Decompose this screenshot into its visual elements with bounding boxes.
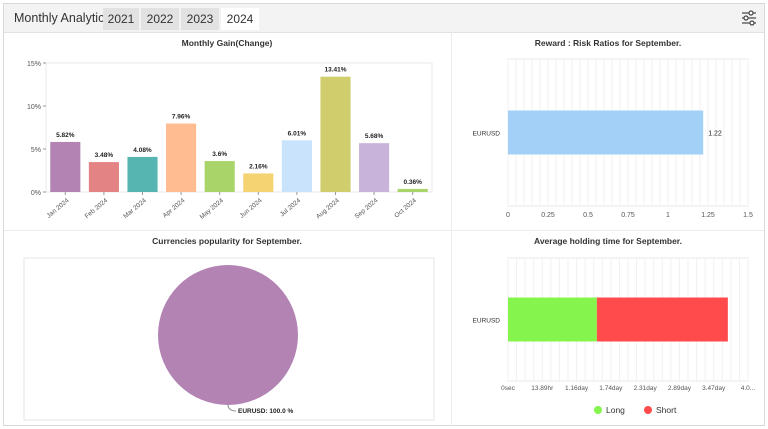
x-tick-label: Mar 2024	[122, 197, 148, 220]
x-tick-label: 2.89day	[668, 385, 692, 392]
holding-time-panel: Average holding time for September. 0sec…	[452, 231, 764, 425]
reward-risk-panel: Reward : Risk Ratios for September. 0 0.2…	[452, 33, 764, 229]
holding-time-chart: 0sec 13.89hr 1.16day 1.74day 2.31day 2.89day 3…	[473, 257, 756, 392]
x-tick-label: Jul 2024	[279, 197, 303, 218]
x-tick-label: 1	[666, 212, 670, 219]
x-tick-label: 13.89hr	[531, 385, 554, 392]
reward-risk-title: Reward : Risk Ratios for September.	[534, 38, 682, 48]
currency-pie-chart: EURUSD: 100.0 %	[23, 257, 435, 421]
pie-slice	[158, 265, 298, 405]
monthly-gain-panel: Monthly Gain(Change) 0% 5% 10% 15% 5.82% Jan …	[4, 33, 450, 229]
x-tick-label: 0.75	[621, 212, 635, 219]
bar-value-label: 7.96%	[172, 114, 191, 121]
y-category-label: EURUSD	[473, 318, 501, 325]
vertical-divider	[451, 32, 452, 426]
tab-2024[interactable]: 2024	[221, 8, 259, 30]
bar-value-label: 5.82%	[56, 132, 75, 139]
bar-value-label: 2.16%	[249, 163, 268, 170]
bar-value-label: 5.68%	[365, 133, 384, 140]
bar	[359, 143, 390, 192]
reward-risk-chart: 0 0.25 0.5 0.75 1 1.25 1.5 1.22 EURUSD	[473, 58, 753, 219]
short-dot-icon	[644, 406, 652, 414]
x-tick-label: Aug 2024	[315, 197, 341, 220]
y-tick-label: 5%	[31, 147, 41, 154]
bar	[50, 141, 81, 192]
bar	[88, 162, 119, 192]
bar-value-label: 3.48%	[95, 152, 114, 159]
bar	[166, 123, 197, 192]
legend-long-label: Long	[606, 405, 625, 415]
x-tick-label: 1.5	[743, 212, 753, 219]
bar-value-label: 1.22	[708, 131, 722, 138]
currency-popularity-title: Currencies popularity for September.	[152, 236, 302, 246]
x-tick-label: 0	[506, 212, 510, 219]
currency-popularity-panel: Currencies popularity for September. EUR…	[4, 231, 450, 425]
x-tick-label: 0sec	[501, 385, 515, 392]
bar	[281, 140, 312, 192]
legend-short[interactable]: Short	[644, 405, 676, 415]
analytics-widget: Monthly Analytics 2021 2022 2023 2024 Mo…	[3, 3, 765, 426]
x-tick-label: Oct 2024	[393, 197, 418, 220]
x-tick-label: 0.25	[541, 212, 555, 219]
bar-segment-short	[596, 297, 728, 342]
x-tick-label: Jan 2024	[46, 197, 71, 220]
bar	[508, 110, 704, 155]
x-tick-label: 1.16day	[565, 385, 589, 392]
plot-frame	[45, 62, 433, 193]
x-tick-label: 4.0...	[741, 385, 756, 392]
plot-frame	[23, 257, 435, 421]
header-bar: Monthly Analytics 2021 2022 2023 2024	[4, 4, 764, 33]
x-tick-label: Sep 2024	[354, 197, 380, 220]
x-tick-label: Jun 2024	[239, 197, 264, 220]
monthly-gain-title: Monthly Gain(Change)	[181, 38, 273, 48]
legend-short-label: Short	[656, 405, 677, 415]
holding-time-title: Average holding time for September.	[534, 236, 682, 246]
x-tick-label: 0.5	[583, 212, 593, 219]
bar-value-label: 4.08%	[133, 147, 152, 154]
x-tick-label: Apr 2024	[162, 197, 187, 220]
y-tick-label: 10%	[27, 104, 41, 111]
y-category-label: EURUSD	[473, 131, 501, 138]
bar	[204, 161, 235, 192]
horizontal-divider	[4, 230, 764, 231]
bar	[127, 156, 158, 192]
bar-value-label: 3.6%	[212, 151, 227, 158]
bar-value-label: 6.01%	[288, 130, 307, 137]
bar-segment-long	[508, 297, 597, 342]
tab-2021[interactable]: 2021	[103, 8, 139, 30]
bar	[320, 76, 351, 192]
x-tick-label: 1.25	[701, 212, 715, 219]
pie-slice-label: EURUSD: 100.0 %	[238, 408, 293, 415]
bar-value-label: 13.41%	[324, 67, 346, 74]
bar-value-label: 0.36%	[403, 179, 422, 186]
sliders-icon[interactable]	[740, 9, 758, 27]
x-tick-label: Feb 2024	[84, 197, 110, 220]
tab-2023[interactable]: 2023	[181, 8, 219, 30]
x-tick-label: 3.47day	[702, 385, 726, 392]
bar	[397, 188, 428, 192]
y-tick-label: 15%	[27, 61, 41, 68]
x-tick-label: 1.74day	[599, 385, 623, 392]
x-tick-label: 2.31day	[634, 385, 658, 392]
y-tick-label: 0%	[31, 190, 41, 197]
pie-label-connector	[227, 404, 237, 412]
page-title: Monthly Analytics	[14, 11, 111, 25]
bar	[243, 173, 274, 192]
long-dot-icon	[594, 406, 602, 414]
x-tick-label: May 2024	[199, 197, 226, 221]
legend-long[interactable]: Long	[594, 405, 625, 415]
tab-2022[interactable]: 2022	[141, 8, 179, 30]
monthly-gain-chart: 0% 5% 10% 15% 5.82% Jan 2024 3.48% Feb 2024 4.08…	[27, 61, 433, 221]
